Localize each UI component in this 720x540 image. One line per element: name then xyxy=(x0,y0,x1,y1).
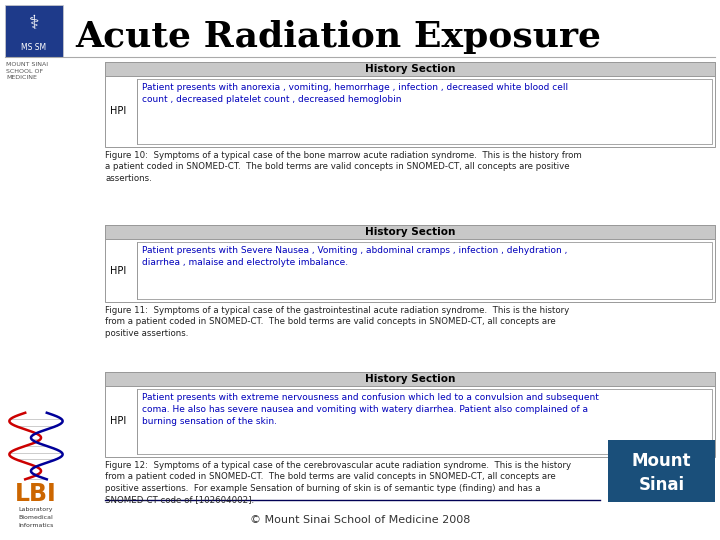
Text: Biomedical: Biomedical xyxy=(19,515,53,520)
Text: HPI: HPI xyxy=(110,266,126,275)
Text: Laboratory: Laboratory xyxy=(19,507,53,512)
FancyBboxPatch shape xyxy=(105,372,715,386)
FancyBboxPatch shape xyxy=(137,389,712,454)
Text: HPI: HPI xyxy=(110,416,126,427)
Text: ⚕: ⚕ xyxy=(29,14,40,33)
Text: History Section: History Section xyxy=(365,374,455,384)
Text: HPI: HPI xyxy=(110,106,126,117)
FancyBboxPatch shape xyxy=(105,62,715,147)
Text: Figure 10:  Symptoms of a typical case of the bone marrow acute radiation syndro: Figure 10: Symptoms of a typical case of… xyxy=(105,151,582,183)
FancyBboxPatch shape xyxy=(5,5,63,57)
FancyBboxPatch shape xyxy=(105,372,715,457)
Text: LBI: LBI xyxy=(15,482,57,505)
Text: Acute Radiation Exposure: Acute Radiation Exposure xyxy=(75,20,601,54)
FancyBboxPatch shape xyxy=(608,440,715,502)
Text: History Section: History Section xyxy=(365,64,455,74)
Text: MS SM: MS SM xyxy=(22,43,47,52)
FancyBboxPatch shape xyxy=(105,62,715,76)
Text: Sinai: Sinai xyxy=(639,476,685,495)
Text: © Mount Sinai School of Medicine 2008: © Mount Sinai School of Medicine 2008 xyxy=(250,515,470,525)
Text: Patient presents with extreme nervousness and confusion which led to a convulsio: Patient presents with extreme nervousnes… xyxy=(142,393,599,426)
Text: Patient presents with Severe Nausea , Vomiting , abdominal cramps , infection , : Patient presents with Severe Nausea , Vo… xyxy=(142,246,567,267)
Text: MOUNT SINAI
SCHOOL OF
MEDICINE: MOUNT SINAI SCHOOL OF MEDICINE xyxy=(6,62,48,80)
Text: History Section: History Section xyxy=(365,227,455,237)
Text: Figure 12:  Symptoms of a typical case of the cerebrovascular acute radiation sy: Figure 12: Symptoms of a typical case of… xyxy=(105,461,571,504)
FancyBboxPatch shape xyxy=(105,225,715,302)
FancyBboxPatch shape xyxy=(105,225,715,239)
Text: Patient presents with anorexia , vomiting, hemorrhage , infection , decreased wh: Patient presents with anorexia , vomitin… xyxy=(142,83,568,104)
FancyBboxPatch shape xyxy=(137,242,712,299)
Text: Mount: Mount xyxy=(632,451,691,470)
Text: Figure 11:  Symptoms of a typical case of the gastrointestinal acute radiation s: Figure 11: Symptoms of a typical case of… xyxy=(105,306,570,338)
FancyBboxPatch shape xyxy=(137,79,712,144)
Text: Informatics: Informatics xyxy=(18,523,54,528)
